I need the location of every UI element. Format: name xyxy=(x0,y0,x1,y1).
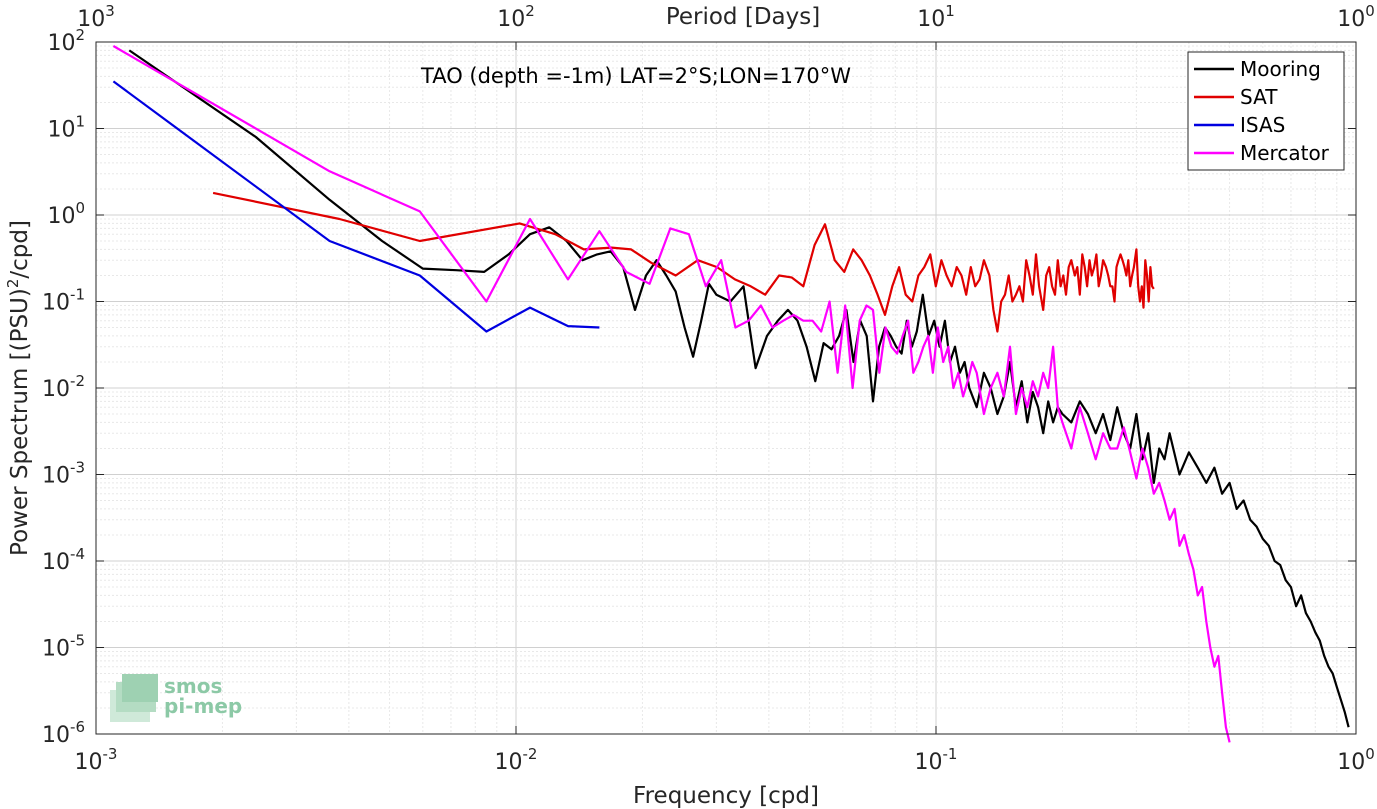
x-tick-label: 100 xyxy=(1337,745,1375,775)
y-tick-label-exponent: -2 xyxy=(70,372,85,390)
legend-label-sat: SAT xyxy=(1240,85,1278,109)
x2-tick-label-base: 10 xyxy=(1337,7,1365,32)
y-tick-label: 10-3 xyxy=(42,459,85,489)
y-tick-label: 101 xyxy=(47,113,85,143)
series-line-sat xyxy=(212,191,1155,333)
x2-tick-label-exponent: 3 xyxy=(105,2,115,20)
y-axis-label-tail: /cpd] xyxy=(7,220,33,279)
x-tick-label-base: 10 xyxy=(75,750,103,775)
y-tick-label-base: 10 xyxy=(42,464,70,489)
x2-tick-label: 101 xyxy=(917,2,955,32)
y-tick-label: 10-1 xyxy=(42,286,85,316)
x2-tick-label-exponent: 0 xyxy=(1365,2,1375,20)
y-tick-label-exponent: 2 xyxy=(75,26,85,44)
axis-ticks xyxy=(95,41,1357,735)
legend-label-mooring: Mooring xyxy=(1240,57,1321,81)
series-line-mercator xyxy=(112,45,1231,743)
y-tick-label-exponent: -1 xyxy=(70,286,85,304)
y-tick-label: 10-2 xyxy=(42,372,85,402)
logo-mark-icon xyxy=(110,674,158,722)
y-tick-label: 100 xyxy=(47,199,85,229)
chart-title: TAO (depth =-1m) LAT=2°S;LON=170°W xyxy=(420,64,851,88)
x2-tick-label: 103 xyxy=(77,2,115,32)
y-tick-label-exponent: -3 xyxy=(70,459,85,477)
logo-line-smos: smos xyxy=(164,674,222,698)
x-tick-label: 10-2 xyxy=(495,745,538,775)
y-tick-label-base: 10 xyxy=(47,118,75,143)
legend-label-mercator: Mercator xyxy=(1240,141,1330,165)
x-tick-label-exponent: 0 xyxy=(1365,745,1375,763)
x-tick-label-base: 10 xyxy=(1337,750,1365,775)
x-tick-label: 10-1 xyxy=(915,745,958,775)
x2-tick-label-exponent: 1 xyxy=(945,2,955,20)
y-tick-label: 10-4 xyxy=(42,545,85,575)
legend-label-isas: ISAS xyxy=(1240,113,1285,137)
plot-lines xyxy=(112,45,1350,743)
y-axis-label-superscript: 2 xyxy=(4,279,22,289)
y-tick-label: 10-6 xyxy=(42,718,85,748)
y-tick-label-base: 10 xyxy=(42,377,70,402)
logo-line-pi-mep: pi-mep xyxy=(164,694,242,718)
x2-tick-label-base: 10 xyxy=(77,7,105,32)
top-axis-label: Period [Days] xyxy=(666,4,820,30)
y-tick-label-exponent: 0 xyxy=(75,199,85,217)
x2-tick-label: 102 xyxy=(497,2,535,32)
y-tick-label-base: 10 xyxy=(42,723,70,748)
smos-pi-mep-logo: smos pi-mep xyxy=(110,674,242,722)
x-tick-label-exponent: -3 xyxy=(103,745,118,763)
legend-box xyxy=(1187,51,1345,171)
y-tick-label-base: 10 xyxy=(42,550,70,575)
y-tick-label-exponent: 1 xyxy=(75,113,85,131)
y-tick-label-exponent: -6 xyxy=(70,718,85,736)
x2-tick-label-exponent: 2 xyxy=(525,2,535,20)
y-tick-label-base: 10 xyxy=(47,31,75,56)
legend: Mooring SAT ISAS Mercator xyxy=(1187,51,1345,171)
y-tick-label-exponent: -5 xyxy=(70,632,85,650)
x-tick-label-exponent: -1 xyxy=(943,745,958,763)
x-axis-label-text: Frequency [cpd] xyxy=(633,783,819,809)
y-tick-label: 102 xyxy=(47,26,85,56)
x-tick-label-base: 10 xyxy=(495,750,523,775)
y-tick-label: 10-5 xyxy=(42,632,85,662)
x2-tick-label: 100 xyxy=(1337,2,1375,32)
y-axis-label: Power Spectrum [(PSU)2/cpd] xyxy=(4,220,33,556)
y-axis-label-text: Power Spectrum [(PSU) xyxy=(7,288,33,556)
y-tick-label-base: 10 xyxy=(47,204,75,229)
x-axis-label: Frequency [cpd] xyxy=(633,783,819,809)
x2-tick-label-base: 10 xyxy=(917,7,945,32)
x-tick-label-exponent: -2 xyxy=(523,745,538,763)
x2-tick-label-base: 10 xyxy=(497,7,525,32)
y-tick-label-base: 10 xyxy=(42,291,70,316)
series-line-isas xyxy=(112,80,600,333)
x-tick-label: 10-3 xyxy=(75,745,118,775)
y-tick-label-base: 10 xyxy=(42,637,70,662)
x-tick-label-base: 10 xyxy=(915,750,943,775)
y-tick-label-exponent: -4 xyxy=(70,545,85,563)
